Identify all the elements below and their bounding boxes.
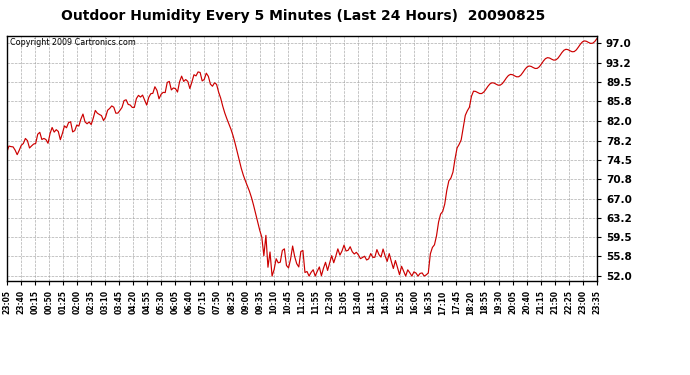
Text: Copyright 2009 Cartronics.com: Copyright 2009 Cartronics.com — [10, 38, 136, 47]
Text: Outdoor Humidity Every 5 Minutes (Last 24 Hours)  20090825: Outdoor Humidity Every 5 Minutes (Last 2… — [61, 9, 546, 23]
